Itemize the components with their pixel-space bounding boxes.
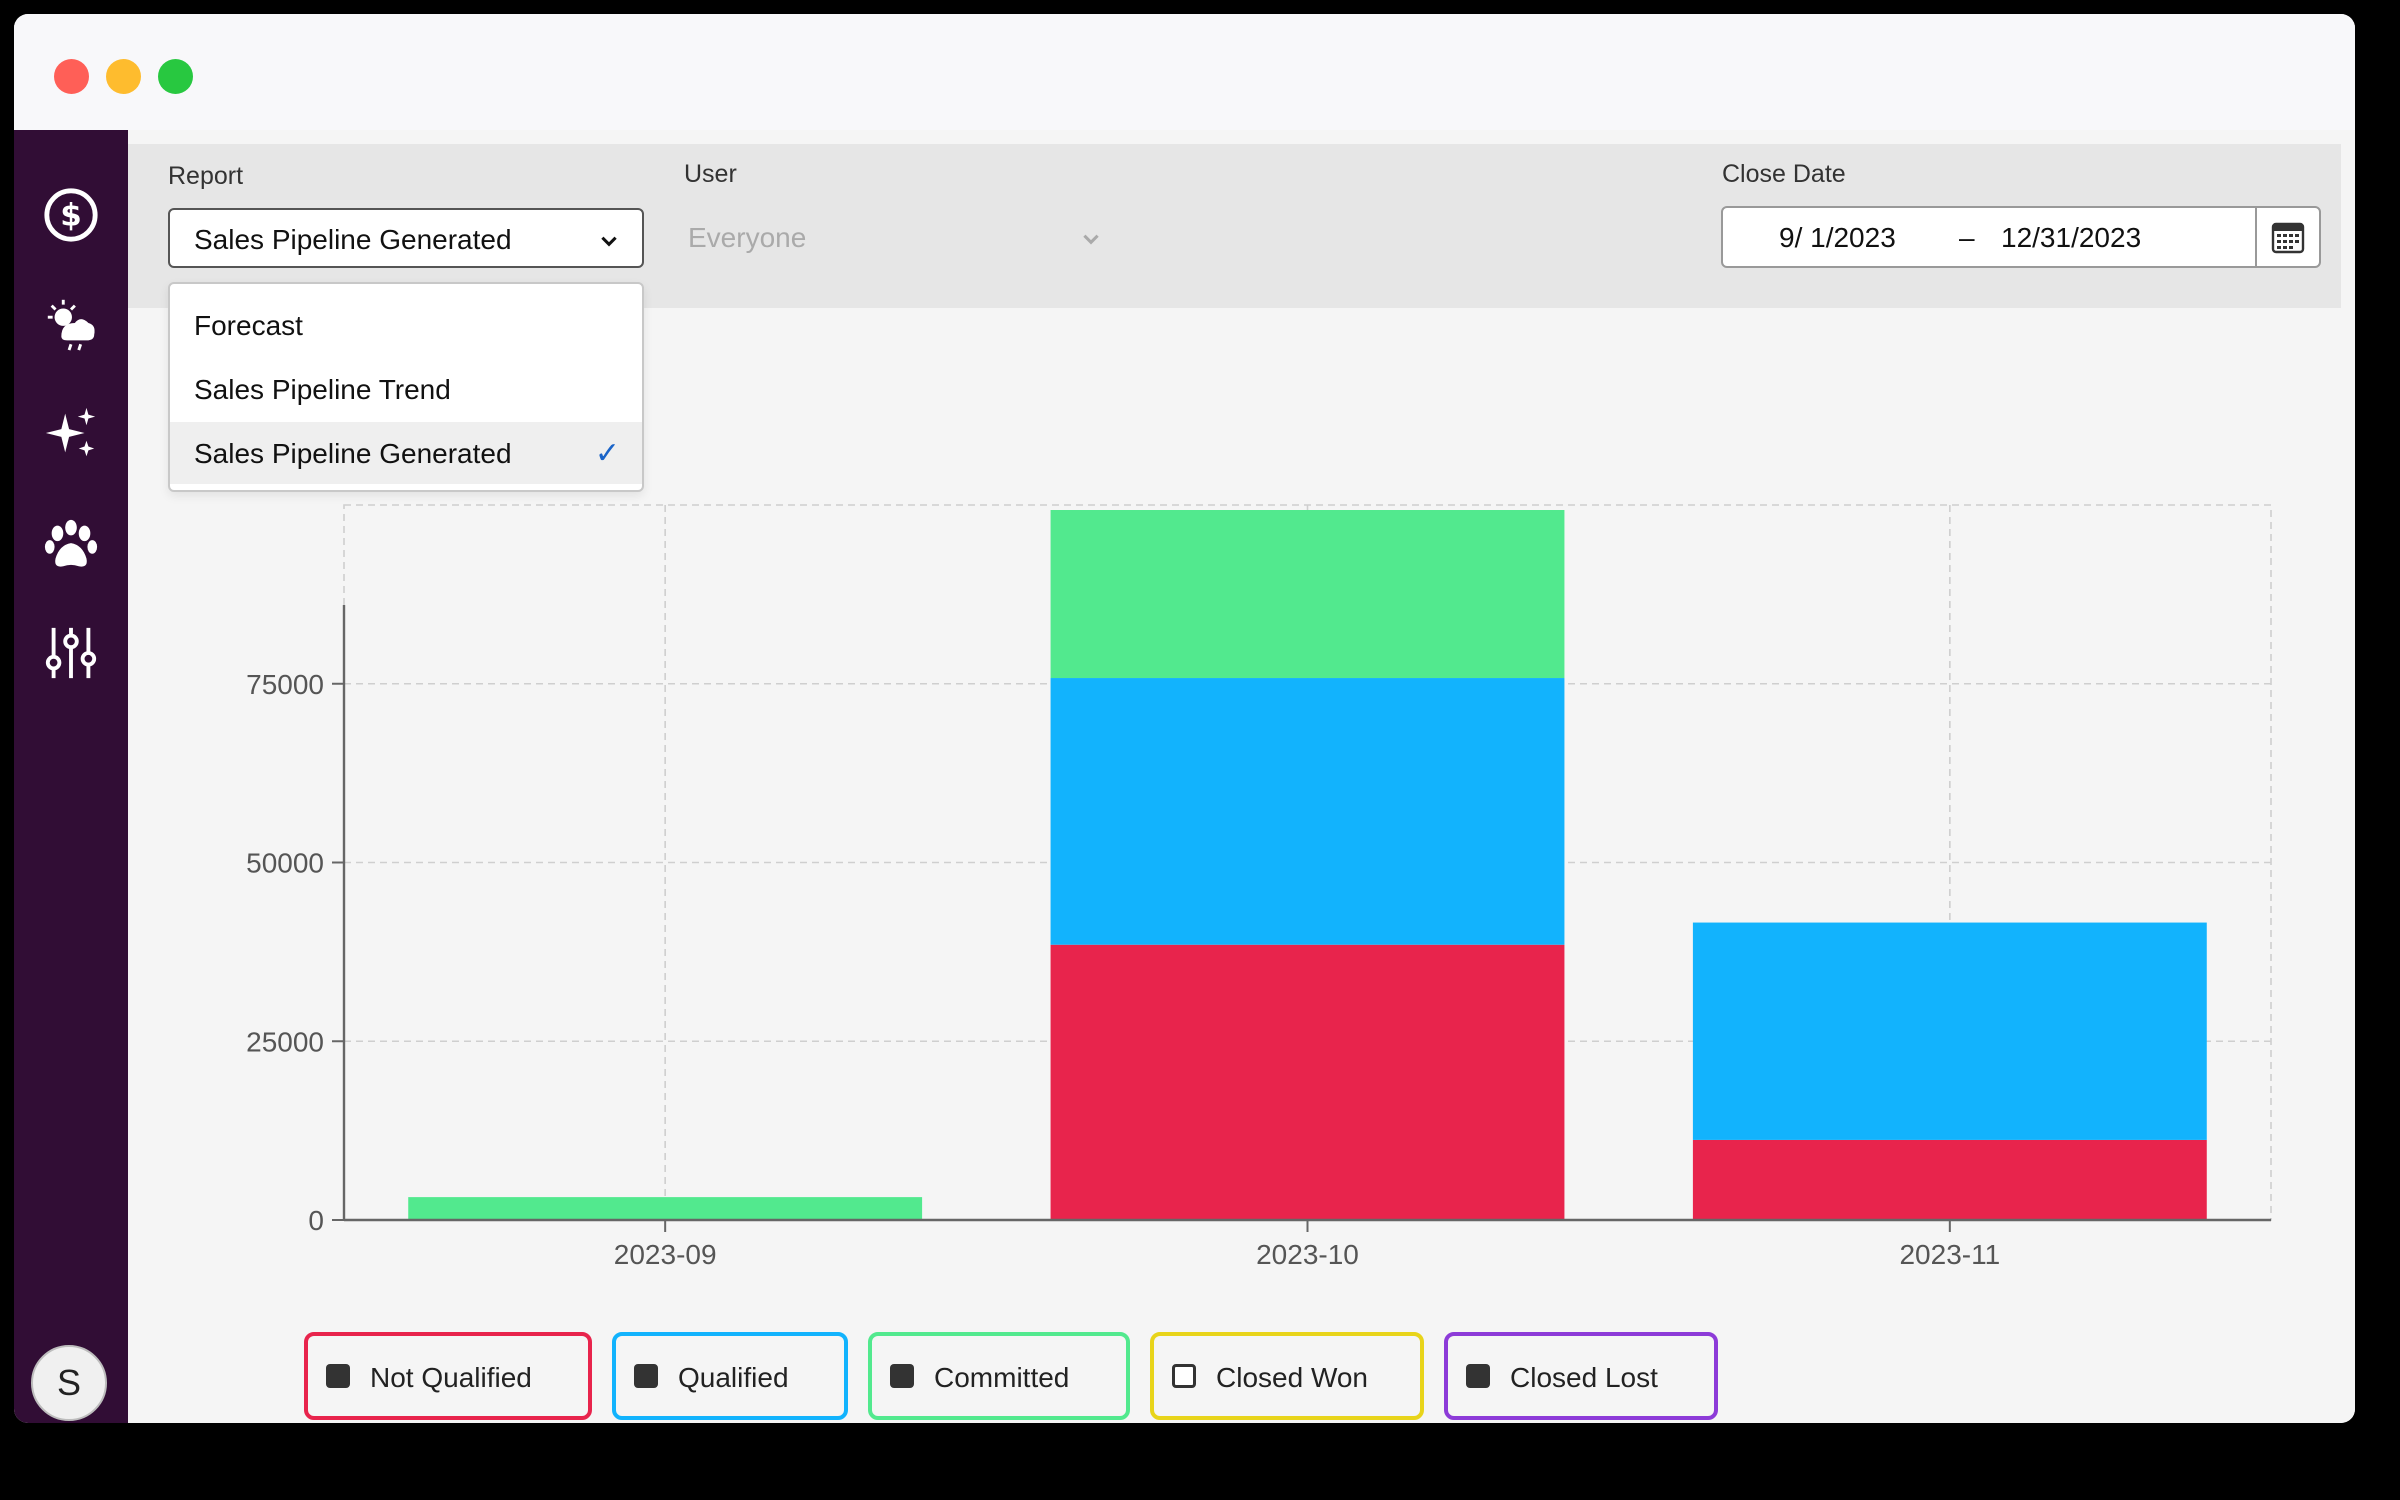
sliders-icon	[45, 627, 97, 679]
bar-segment-not-qualified	[1692, 1139, 2207, 1220]
report-dropdown-menu: Forecast Sales Pipeline Trend Sales Pipe…	[168, 282, 644, 492]
dropdown-option-sales-pipeline-trend[interactable]: Sales Pipeline Trend	[170, 358, 642, 420]
main-content: Report Sales Pipeline Generated User Eve…	[128, 130, 2355, 1423]
sparkles-icon	[45, 407, 96, 457]
checkbox-icon	[634, 1364, 658, 1388]
bar-segment-committed	[408, 1197, 923, 1220]
report-select[interactable]: Sales Pipeline Generated	[168, 208, 644, 268]
zoom-window-button[interactable]	[158, 59, 193, 94]
x-tick-label: 2023-10	[1256, 1239, 1359, 1270]
x-tick-label: 2023-09	[614, 1239, 717, 1270]
bar-segment-committed	[1050, 510, 1565, 679]
y-tick-label: 75000	[246, 669, 324, 700]
y-tick-label: 50000	[246, 848, 324, 879]
sidebar-item-forecast[interactable]	[36, 288, 106, 358]
sidebar-item-pets[interactable]	[36, 510, 106, 580]
avatar[interactable]: S	[31, 1345, 107, 1421]
legend-qualified[interactable]: Qualified	[612, 1332, 848, 1420]
close-date-range[interactable]: 9/ 1/2023 – 12/31/2023	[1721, 206, 2321, 268]
title-bar	[14, 14, 2355, 130]
minimize-window-button[interactable]	[106, 59, 141, 94]
dropdown-option-label: Forecast	[194, 310, 303, 341]
calendar-icon	[2271, 222, 2305, 254]
user-label: User	[684, 160, 737, 188]
filter-bar: Report Sales Pipeline Generated User Eve…	[128, 144, 2341, 308]
legend-label: Closed Won	[1216, 1362, 1369, 1393]
close-window-button[interactable]	[54, 59, 89, 94]
chevron-down-icon	[601, 236, 617, 247]
dropdown-option-forecast[interactable]: Forecast	[170, 294, 642, 356]
calendar-button[interactable]	[2255, 208, 2319, 266]
bar-segment-qualified	[1050, 678, 1565, 945]
svg-text:$: $	[60, 198, 82, 234]
bar-segment-not-qualified	[1050, 944, 1565, 1220]
legend-committed[interactable]: Committed	[868, 1332, 1130, 1420]
date-end-input[interactable]: 12/31/2023	[2001, 222, 2142, 253]
checkmark-icon: ✓	[594, 437, 620, 470]
sidebar-item-settings[interactable]	[36, 618, 106, 688]
dropdown-option-sales-pipeline-generated[interactable]: Sales Pipeline Generated ✓	[170, 422, 642, 484]
checkbox-icon	[1172, 1364, 1196, 1388]
paw-icon	[44, 519, 98, 567]
sidebar-item-sales[interactable]: $	[36, 180, 106, 250]
legend-label: Qualified	[678, 1362, 789, 1393]
bar-segment-qualified	[1692, 922, 2207, 1140]
y-tick-label: 25000	[246, 1026, 324, 1057]
sidebar-item-insights[interactable]	[36, 398, 106, 468]
legend-label: Not Qualified	[370, 1362, 532, 1393]
weather-icon	[47, 299, 95, 351]
dropdown-option-label: Sales Pipeline Trend	[194, 374, 451, 405]
legend-closed-lost[interactable]: Closed Lost	[1444, 1332, 1718, 1420]
report-label: Report	[168, 162, 244, 190]
checkbox-icon	[890, 1364, 914, 1388]
date-range-separator: –	[1959, 222, 1975, 253]
user-select-value: Everyone	[688, 222, 807, 253]
app-window: $	[14, 14, 2355, 1423]
checkbox-icon	[326, 1364, 350, 1388]
user-select[interactable]: Everyone	[664, 208, 1134, 268]
legend-label: Committed	[934, 1362, 1070, 1393]
close-date-label: Close Date	[1722, 160, 1846, 188]
legend-label: Closed Lost	[1510, 1362, 1658, 1393]
report-select-value: Sales Pipeline Generated	[194, 224, 512, 255]
dollar-icon: $	[44, 188, 98, 242]
x-tick-label: 2023-11	[1899, 1239, 2000, 1270]
legend-closed-won[interactable]: Closed Won	[1150, 1332, 1424, 1420]
legend-not-qualified[interactable]: Not Qualified	[304, 1332, 592, 1420]
checkbox-icon	[1466, 1364, 1490, 1388]
date-start-input[interactable]: 9/ 1/2023	[1779, 222, 1896, 253]
chevron-down-icon	[1083, 234, 1099, 245]
dropdown-option-label: Sales Pipeline Generated	[194, 438, 512, 469]
y-tick-label: 0	[308, 1205, 324, 1236]
sidebar: $	[14, 130, 128, 1423]
pipeline-chart: 0 25000 50000 75000 2023-09 2023-10 2023-11	[246, 504, 2272, 1270]
